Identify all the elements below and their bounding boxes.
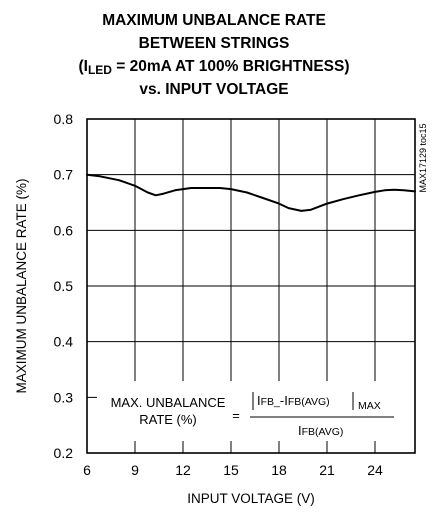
x-tick-label: 15 bbox=[223, 462, 239, 478]
formula-equals: = bbox=[232, 408, 240, 423]
x-axis-label: INPUT VOLTAGE (V) bbox=[187, 491, 315, 506]
title-line-3-open: (I bbox=[78, 58, 87, 75]
side-label: MAX17129 toc15 bbox=[418, 123, 428, 192]
formula-num-max: MAX bbox=[358, 400, 381, 412]
formula-annotation: MAX. UNBALANCE RATE (%) = IFB_-IFB(AVG) … bbox=[97, 381, 415, 441]
x-tick-label: 24 bbox=[367, 462, 383, 478]
formula-numerator: IFB_-IFB(AVG) bbox=[257, 393, 330, 408]
title-line-4: vs. INPUT VOLTAGE bbox=[139, 81, 288, 98]
y-tick-label: 0.4 bbox=[54, 334, 74, 350]
x-tick-label: 12 bbox=[175, 462, 191, 478]
formula-num-sub2: FB(AVG) bbox=[288, 396, 330, 408]
series-group bbox=[86, 173, 416, 212]
formula-num-i1: I bbox=[257, 393, 261, 408]
x-tick-label: 6 bbox=[83, 462, 91, 478]
y-tick-label: 0.6 bbox=[54, 222, 74, 238]
series-line bbox=[86, 173, 416, 212]
x-tick-labels: 6 9 12 15 18 21 24 bbox=[83, 462, 383, 478]
chart-title: MAXIMUM UNBALANCE RATE BETWEEN STRINGS (… bbox=[78, 12, 349, 98]
formula-denominator: IFB(AVG) bbox=[298, 423, 343, 438]
y-axis-label: MAXIMUM UNBALANCE RATE (%) bbox=[14, 178, 29, 393]
y-tick-label: 0.3 bbox=[54, 389, 74, 405]
y-tick-labels: 0.2 0.3 0.4 0.5 0.6 0.7 0.8 bbox=[54, 111, 74, 461]
x-tick-label: 9 bbox=[131, 462, 139, 478]
formula-background bbox=[97, 381, 415, 441]
formula-lhs-line-2: RATE (%) bbox=[139, 412, 197, 427]
formula-num-minus: -I bbox=[280, 393, 288, 408]
y-tick-label: 0.7 bbox=[54, 167, 74, 183]
title-line-2: BETWEEN STRINGS bbox=[139, 35, 290, 52]
title-line-3-rest: = 20mA AT 100% BRIGHTNESS) bbox=[112, 58, 350, 75]
y-tick-label: 0.5 bbox=[54, 278, 74, 294]
formula-lhs-line-1: MAX. UNBALANCE bbox=[111, 395, 226, 410]
formula-num-sub1: FB_ bbox=[261, 396, 280, 408]
formula-den-sub: FB(AVG) bbox=[302, 426, 344, 438]
title-line-3-sub: LED bbox=[88, 63, 112, 77]
formula-den-i: I bbox=[298, 423, 302, 438]
title-line-3: (ILED = 20mA AT 100% BRIGHTNESS) bbox=[78, 58, 349, 77]
title-line-1: MAXIMUM UNBALANCE RATE bbox=[102, 12, 326, 29]
y-tick-label: 0.8 bbox=[54, 111, 74, 127]
x-tick-label: 18 bbox=[271, 462, 287, 478]
x-tick-label: 21 bbox=[319, 462, 335, 478]
y-tick-label: 0.2 bbox=[54, 445, 74, 461]
plot-frame bbox=[86, 118, 416, 454]
